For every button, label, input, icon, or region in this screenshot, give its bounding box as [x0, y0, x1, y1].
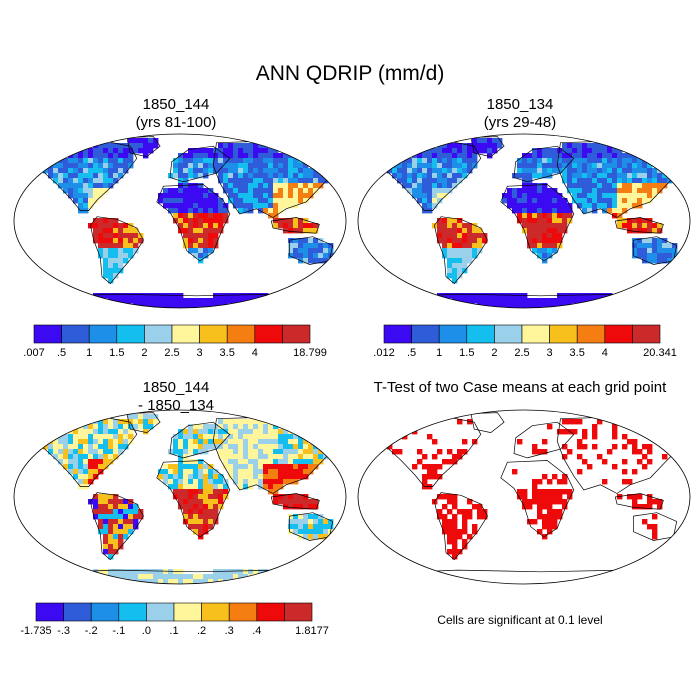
colorbar-case1-tick-label: .007: [23, 347, 44, 359]
map-case2-field: [387, 138, 678, 308]
colorbar-case2-swatch: [576, 324, 606, 344]
panel-title-diff-line1: 1850_144: [142, 379, 210, 396]
colorbar-case2-swatch: [549, 324, 578, 344]
colorbar-diff-swatch: [228, 602, 258, 622]
panel-title-case2-line1: 1850_134: [486, 96, 554, 113]
colorbar-case2-tick-label: 1.5: [459, 347, 474, 359]
colorbar-case2-tick-label: 3: [547, 347, 553, 359]
colorbar-case1-tick-label: .5: [57, 347, 66, 359]
colorbar-case2-swatch: [438, 324, 468, 344]
colorbar-case1-swatch: [61, 324, 90, 344]
panel-title-case2-line2: (yrs 29-48): [483, 114, 557, 131]
colorbar-case1-tick-label: 1: [86, 347, 92, 359]
colorbar-diff-tick-label: .3: [225, 625, 234, 637]
colorbar-case2-tick-label: 1: [436, 347, 442, 359]
panel-title-diff: 1850_144 - 1850_134: [6, 379, 346, 415]
map-ttest-map-border: [357, 409, 691, 585]
colorbar-case1-swatch: [171, 324, 200, 344]
colorbar-diff-swatch: [146, 602, 175, 622]
colorbar-diff-tick-label: -1.735: [20, 625, 51, 637]
colorbar-case1-swatch: [282, 324, 311, 344]
colorbar-case1-swatch: [33, 324, 62, 344]
colorbar-case2-swatch: [632, 324, 661, 344]
colorbar-diff-swatch: [118, 602, 147, 622]
colorbar-case1-swatch: [254, 324, 283, 344]
colorbar-diff-tick-label: -.1: [112, 625, 125, 637]
colorbar-diff-swatch: [63, 602, 92, 622]
colorbar-case2-tick-label: 3.5: [570, 347, 585, 359]
colorbar-case1-swatch: [88, 324, 118, 344]
map-diff-field: [43, 414, 334, 584]
panel-title-diff-line2: - 1850_134: [138, 397, 214, 414]
colorbar-case2-tick-label: .012: [373, 347, 394, 359]
panel-title-case2: 1850_134 (yrs 29-48): [350, 96, 690, 132]
colorbar-diff-swatch: [201, 602, 230, 622]
colorbar-diff-tick-label: .0: [142, 625, 151, 637]
panel-title-case1-line1: 1850_144: [142, 96, 210, 113]
colorbar-case1-tick-label: 1.5: [109, 347, 124, 359]
colorbar-diff-tick-label: -.2: [85, 625, 98, 637]
map-diff-coastlines: [26, 412, 344, 584]
colorbar-case2-swatch: [466, 324, 495, 344]
colorbar-case2-swatch: [411, 324, 440, 344]
map-case1-map-border: [13, 133, 347, 309]
colorbar-case1-swatch: [116, 324, 145, 344]
colorbar-case2-swatch: [383, 324, 412, 344]
colorbar-case2-swatch: [521, 324, 550, 344]
colorbar-diff-tick-label: 1.8177: [295, 625, 329, 637]
map-case2-map-border: [357, 133, 691, 309]
colorbar-diff-tick-label: .2: [197, 625, 206, 637]
map-case1-field: [43, 138, 334, 308]
colorbar-case2-tick-label: 20.341: [643, 347, 677, 359]
map-diff-map-border: [13, 409, 347, 585]
colorbar-diff-swatch: [35, 602, 64, 622]
colorbar-case1-tick-label: 2.5: [164, 347, 179, 359]
colorbar-case1-swatch: [144, 324, 173, 344]
colorbar-case1-tick-label: 18.799: [293, 347, 327, 359]
colorbar-case2-tick-label: 2: [491, 347, 497, 359]
colorbar-diff-swatch: [256, 602, 285, 622]
panel-title-case1-line2: (yrs 81-100): [135, 114, 217, 131]
colorbar-case1-tick-label: 2: [141, 347, 147, 359]
colorbar-diff-swatch: [90, 602, 120, 622]
colorbar-diff-swatch: [284, 602, 313, 622]
colorbar-case1-swatch: [226, 324, 256, 344]
colorbar-diff-tick-label: .4: [252, 625, 261, 637]
figure-title: ANN QDRIP (mm/d): [255, 62, 445, 85]
colorbar-case2-tick-label: 4: [602, 347, 608, 359]
colorbar-case2-tick-label: 2.5: [514, 347, 529, 359]
colorbar-case1-tick-label: 4: [252, 347, 258, 359]
colorbar-case2-swatch: [604, 324, 633, 344]
panel-title-ttest-line1: T-Test of two Case means at each grid po…: [373, 379, 667, 396]
panel-title-case1: 1850_144 (yrs 81-100): [6, 96, 346, 132]
colorbar-case2-tick-label: .5: [407, 347, 416, 359]
colorbar-diff-swatch: [173, 602, 202, 622]
colorbar-diff-tick-label: -.3: [57, 625, 70, 637]
colorbar-diff-tick-label: .1: [169, 625, 178, 637]
map-ttest-field: [387, 419, 668, 560]
panel-title-ttest: T-Test of two Case means at each grid po…: [350, 379, 690, 397]
colorbar-case1-swatch: [199, 324, 228, 344]
colorbar-case1-tick-label: 3: [197, 347, 203, 359]
colorbar-case2-swatch: [494, 324, 523, 344]
colorbar-case1-tick-label: 3.5: [220, 347, 235, 359]
significance-note: Cells are significant at 0.1 level: [437, 613, 603, 627]
